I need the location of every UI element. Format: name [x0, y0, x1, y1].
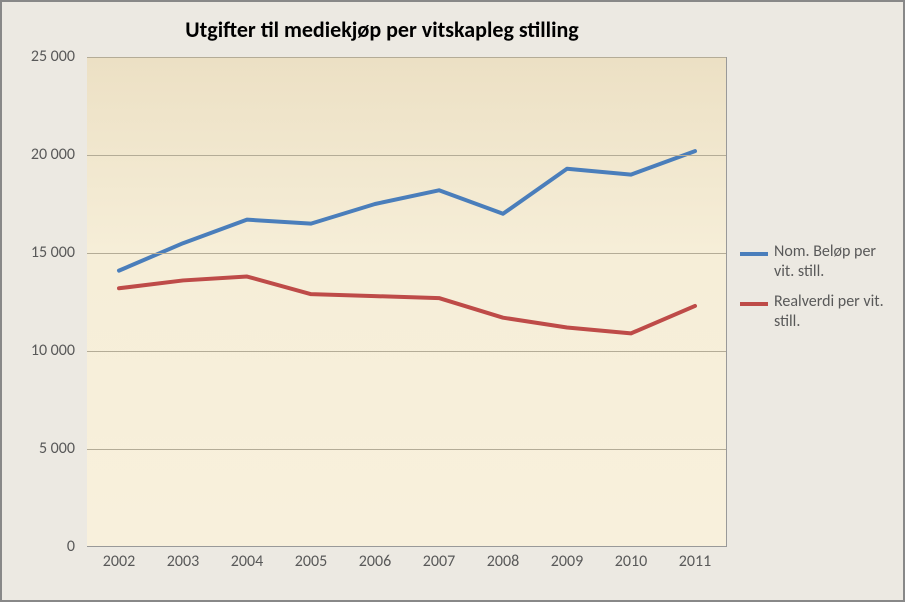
- legend-item: Realverdi per vit. still.: [740, 292, 895, 332]
- x-axis-label: 2011: [665, 552, 725, 571]
- x-axis-label: 2009: [537, 552, 597, 571]
- y-axis-label: 10 000: [5, 341, 75, 360]
- y-axis-label: 20 000: [5, 145, 75, 164]
- y-axis-label: 15 000: [5, 243, 75, 262]
- x-axis-label: 2006: [345, 552, 405, 571]
- chart-title: Utgifter til mediekjøp per vitskapleg st…: [2, 16, 762, 43]
- chart-container: Utgifter til mediekjøp per vitskapleg st…: [0, 0, 905, 602]
- legend: Nom. Beløp per vit. still. Realverdi per …: [740, 242, 895, 342]
- x-axis-label: 2003: [153, 552, 213, 571]
- grid-line: [87, 449, 726, 450]
- series-line: [119, 277, 695, 334]
- legend-label: Realverdi per vit. still.: [774, 292, 895, 332]
- x-axis-label: 2010: [601, 552, 661, 571]
- grid-line: [87, 155, 726, 156]
- grid-line: [87, 253, 726, 254]
- x-axis-label: 2004: [217, 552, 277, 571]
- x-axis-label: 2002: [89, 552, 149, 571]
- grid-line: [87, 57, 726, 58]
- y-axis-label: 25 000: [5, 47, 75, 66]
- plot-area: [87, 57, 727, 547]
- chart-svg: [87, 57, 726, 546]
- grid-line: [87, 351, 726, 352]
- legend-swatch: [740, 302, 768, 306]
- legend-item: Nom. Beløp per vit. still.: [740, 242, 895, 282]
- legend-swatch: [740, 252, 768, 256]
- x-axis-label: 2008: [473, 552, 533, 571]
- y-axis-label: 5 000: [5, 439, 75, 458]
- x-axis-label: 2007: [409, 552, 469, 571]
- x-axis-label: 2005: [281, 552, 341, 571]
- y-axis-label: 0: [5, 537, 75, 556]
- legend-label: Nom. Beløp per vit. still.: [774, 242, 895, 282]
